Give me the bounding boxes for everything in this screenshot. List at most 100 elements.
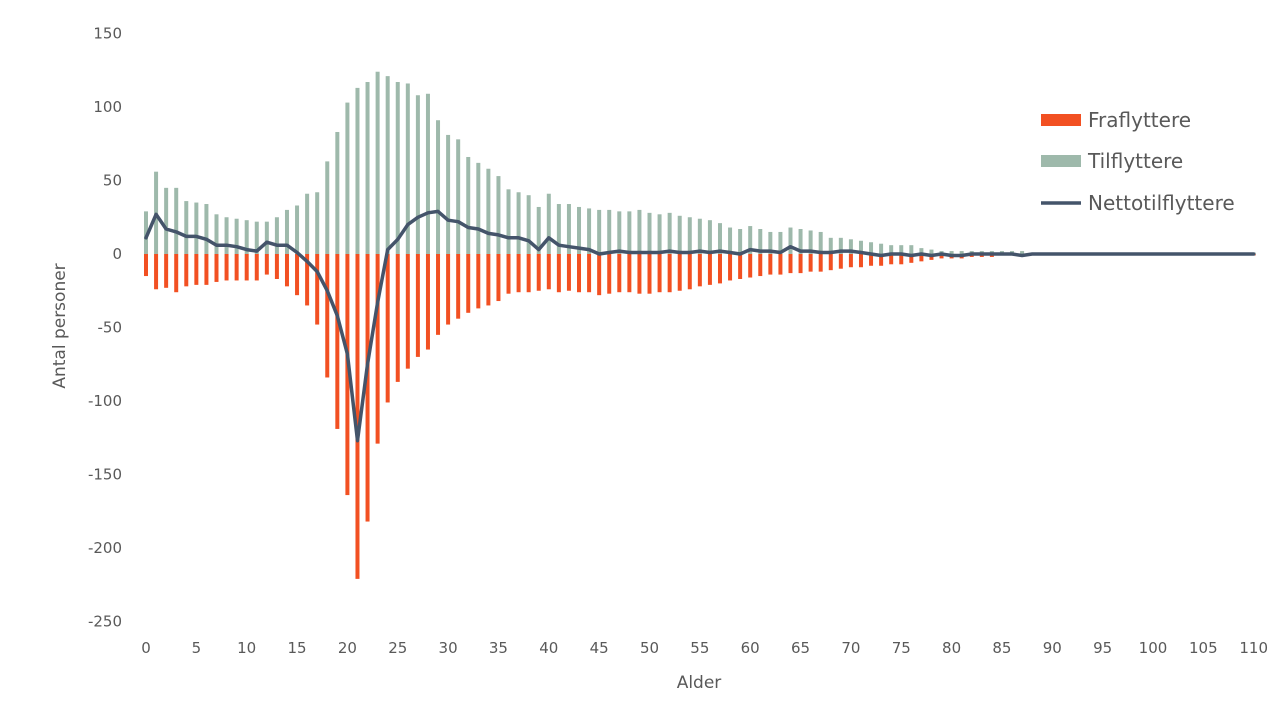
tilflyttere-bar [395,82,400,254]
fraflyttere-bar [748,254,753,278]
fraflyttere-bar [335,254,340,429]
fraflyttere-bar [506,254,511,294]
x-tick-label: 10 [237,639,256,657]
fraflyttere-bar [224,254,229,281]
x-axis-ticks: 0 5 10 15 20 25 30 35 40 45 50 55 60 65 70 75 80 85 90 95 10… [141,639,1268,657]
tilflyttere-bar [325,161,330,254]
tilflyttere-bar [919,248,924,254]
x-tick-label: 30 [439,639,458,657]
tilflyttere-bar [556,204,561,254]
fraflyttere-bar [154,254,159,290]
tilflyttere-bar [224,217,229,254]
x-tick-label: 0 [141,639,151,657]
tilflyttere-bar [647,212,652,254]
tilflyttere-bar [164,187,169,254]
tilflyttere-bar [375,71,380,254]
fraflyttere-bar [939,254,944,259]
fraflyttere-bar [345,254,350,496]
fraflyttere-bar [637,254,642,294]
tilflyttere-bar [858,240,863,254]
tilflyttere-bar [627,211,632,254]
fraflyttere-bar [546,254,551,290]
fraflyttere-bar [466,254,471,313]
fraflyttere-bar [405,254,410,369]
tilflyttere-bar [506,189,511,254]
tilflyttere-bar [818,231,823,254]
fraflyttere-bar [425,254,430,350]
x-tick-label: 60 [741,639,760,657]
fraflyttere-bar [476,254,481,309]
tilflyttere-bar [405,83,410,254]
x-tick-label: 45 [590,639,609,657]
x-tick-label: 100 [1139,639,1168,657]
tilflyttere-bar [456,139,461,254]
tilflyttere-bar [254,221,259,254]
fraflyttere-bar [828,254,833,271]
fraflyttere-bar [184,254,189,287]
tilflyttere-bar [244,220,249,254]
legend: Fraflyttere Tilflyttere Nettotilflyttere [1041,108,1235,215]
x-tick-label: 20 [338,639,357,657]
x-tick-label: 35 [489,639,508,657]
tilflyttere-bar [869,242,874,254]
x-tick-label: 70 [841,639,860,657]
x-tick-label: 110 [1239,639,1268,657]
fraflyttere-bar [869,254,874,266]
tilflyttere-bar [808,230,813,254]
fraflyttere-bar [728,254,733,281]
fraflyttere-bar [194,254,199,285]
tilflyttere-bar [174,187,179,254]
fraflyttere-bar [617,254,622,293]
tilflyttere-bar [728,227,733,254]
fraflyttere-bar [395,254,400,382]
fraflyttere-bar [768,254,773,275]
fraflyttere-bar [909,254,914,263]
fraflyttere-bar [385,254,390,403]
fraflyttere-bar [174,254,179,293]
tilflyttere-bar [284,209,289,254]
y-tick-label: -150 [88,466,122,484]
tilflyttere-bar [305,193,310,254]
tilflyttere-bar [204,204,209,254]
y-axis-title: Antal personer [50,263,70,388]
tilflyttere-bar [848,239,853,254]
x-tick-label: 5 [192,639,202,657]
tilflyttere-bar [929,249,934,254]
tilflyttere-bar [516,192,521,254]
fraflyttere-bar [758,254,763,277]
legend-label: Nettotilflyttere [1088,191,1235,215]
fraflyttere-bar [919,254,924,262]
fraflyttere-bar [355,254,360,579]
tilflyttere-bar [274,217,279,254]
y-tick-label: -50 [98,319,123,337]
tilflyttere-bar [436,120,441,254]
tilflyttere-bar [959,251,964,254]
tilflyttere-bar [607,209,612,254]
fraflyttere-bar [516,254,521,293]
tilflyttere-bar [486,168,491,254]
legend-item: Fraflyttere [1041,108,1191,132]
x-tick-label: 95 [1093,639,1112,657]
fraflyttere-bar [456,254,461,319]
fraflyttere-bars [144,254,1256,579]
fraflyttere-bar [375,254,380,444]
y-tick-label: 150 [93,25,122,43]
fraflyttere-bar [838,254,843,269]
fraflyttere-bar [234,254,239,281]
x-axis-title: Alder [677,673,722,693]
tilflyttere-bar [899,245,904,254]
fraflyttere-bar [858,254,863,268]
tilflyttere-bar [778,231,783,254]
tilflyttere-bar [949,251,954,254]
tilflyttere-bar [446,134,451,254]
tilflyttere-bar [345,102,350,254]
tilflyttere-bar [365,82,370,254]
legend-label: Fraflyttere [1088,108,1191,132]
x-tick-label: 25 [388,639,407,657]
x-tick-label: 90 [1043,639,1062,657]
tilflyttere-bar [597,209,602,254]
y-tick-label: -250 [88,613,122,631]
tilflyttere-bar [335,131,340,254]
x-tick-label: 65 [791,639,810,657]
tilflyttere-bar [214,214,219,254]
